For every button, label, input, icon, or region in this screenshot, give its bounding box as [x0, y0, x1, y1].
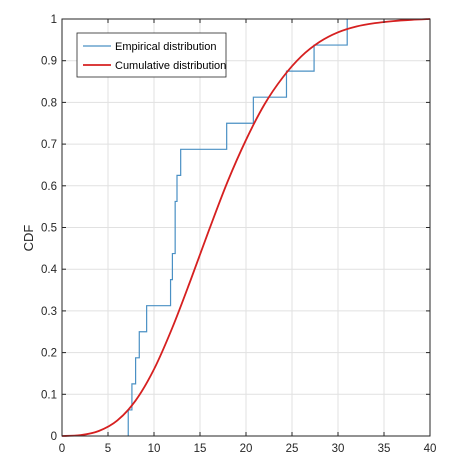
y-tick-label: 0.8 — [41, 97, 57, 109]
legend-entry: Cumulative distribution — [115, 60, 226, 72]
legend: Empirical distribution Cumulative distrib… — [76, 32, 227, 78]
y-axis-label: CDF — [21, 225, 36, 252]
x-axis-ticks: 0 5 10 15 20 25 30 35 40 — [59, 19, 437, 455]
y-tick-label: 0.2 — [41, 348, 57, 360]
plot-area — [61, 18, 431, 437]
x-tick-label: 40 — [424, 443, 437, 455]
series-line-empirical — [127, 19, 348, 436]
y-tick-label: 0.5 — [41, 223, 57, 235]
y-tick-label: 0.6 — [41, 181, 57, 193]
x-tick-label: 15 — [194, 443, 207, 455]
y-tick-label: 0.1 — [41, 389, 57, 401]
grid — [62, 19, 430, 436]
y-tick-label: 0 — [51, 431, 57, 443]
x-tick-label: 0 — [59, 443, 65, 455]
x-tick-label: 30 — [332, 443, 345, 455]
y-tick-label: 0.7 — [41, 139, 57, 151]
legend-box — [76, 32, 227, 78]
x-tick-label: 25 — [286, 443, 299, 455]
legend-entry: Empirical distribution — [115, 41, 216, 53]
x-tick-label: 10 — [148, 443, 161, 455]
y-tick-label: 1 — [51, 14, 57, 26]
y-tick-label: 0.9 — [41, 56, 57, 68]
y-axis-ticks: 0 0.1 0.2 0.3 0.4 0.5 0.6 0.7 0.8 0.9 1 — [41, 14, 430, 443]
y-tick-label: 0.3 — [41, 306, 57, 318]
series-line-cumulative — [61, 18, 431, 437]
x-tick-label: 20 — [240, 443, 253, 455]
y-tick-label: 0.4 — [41, 264, 58, 276]
x-tick-label: 35 — [378, 443, 391, 455]
x-tick-label: 5 — [105, 443, 111, 455]
